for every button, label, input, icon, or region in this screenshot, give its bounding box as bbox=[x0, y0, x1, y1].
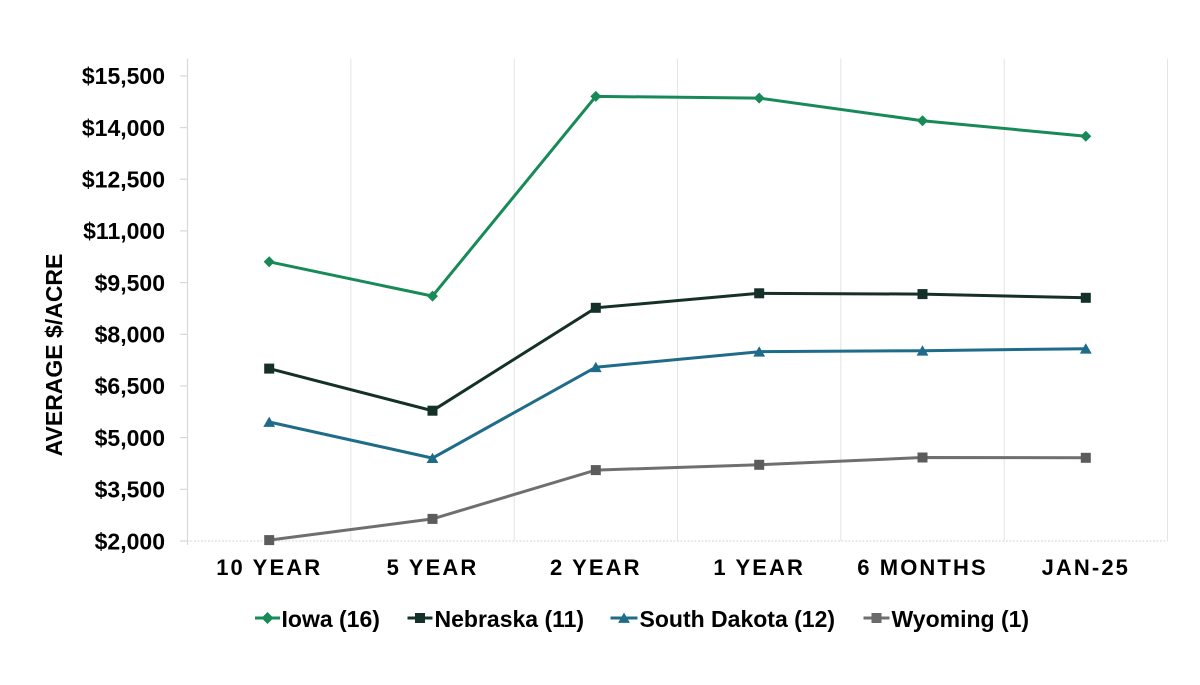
svg-text:Nebraska (11): Nebraska (11) bbox=[435, 606, 585, 632]
svg-text:$9,500: $9,500 bbox=[95, 270, 165, 296]
svg-text:$11,000: $11,000 bbox=[83, 218, 165, 244]
svg-text:5 YEAR: 5 YEAR bbox=[387, 555, 479, 580]
svg-text:1 YEAR: 1 YEAR bbox=[713, 555, 805, 580]
svg-text:10 YEAR: 10 YEAR bbox=[216, 555, 322, 580]
svg-text:Iowa (16): Iowa (16) bbox=[282, 606, 380, 632]
svg-text:South Dakota (12): South Dakota (12) bbox=[640, 606, 836, 632]
svg-text:$14,000: $14,000 bbox=[82, 115, 165, 141]
svg-text:$6,500: $6,500 bbox=[95, 373, 165, 399]
svg-text:$12,500: $12,500 bbox=[82, 167, 165, 193]
svg-text:$2,000: $2,000 bbox=[95, 528, 165, 554]
svg-text:JAN-25: JAN-25 bbox=[1042, 555, 1130, 580]
svg-text:6 MONTHS: 6 MONTHS bbox=[857, 555, 987, 580]
svg-text:$15,500: $15,500 bbox=[82, 63, 165, 89]
svg-text:2 YEAR: 2 YEAR bbox=[550, 555, 642, 580]
svg-text:AVERAGE $/ACRE: AVERAGE $/ACRE bbox=[41, 254, 67, 457]
svg-text:Wyoming (1): Wyoming (1) bbox=[892, 606, 1030, 632]
svg-text:$3,500: $3,500 bbox=[95, 477, 165, 503]
svg-text:$8,000: $8,000 bbox=[95, 322, 165, 348]
svg-text:$5,000: $5,000 bbox=[95, 425, 165, 451]
